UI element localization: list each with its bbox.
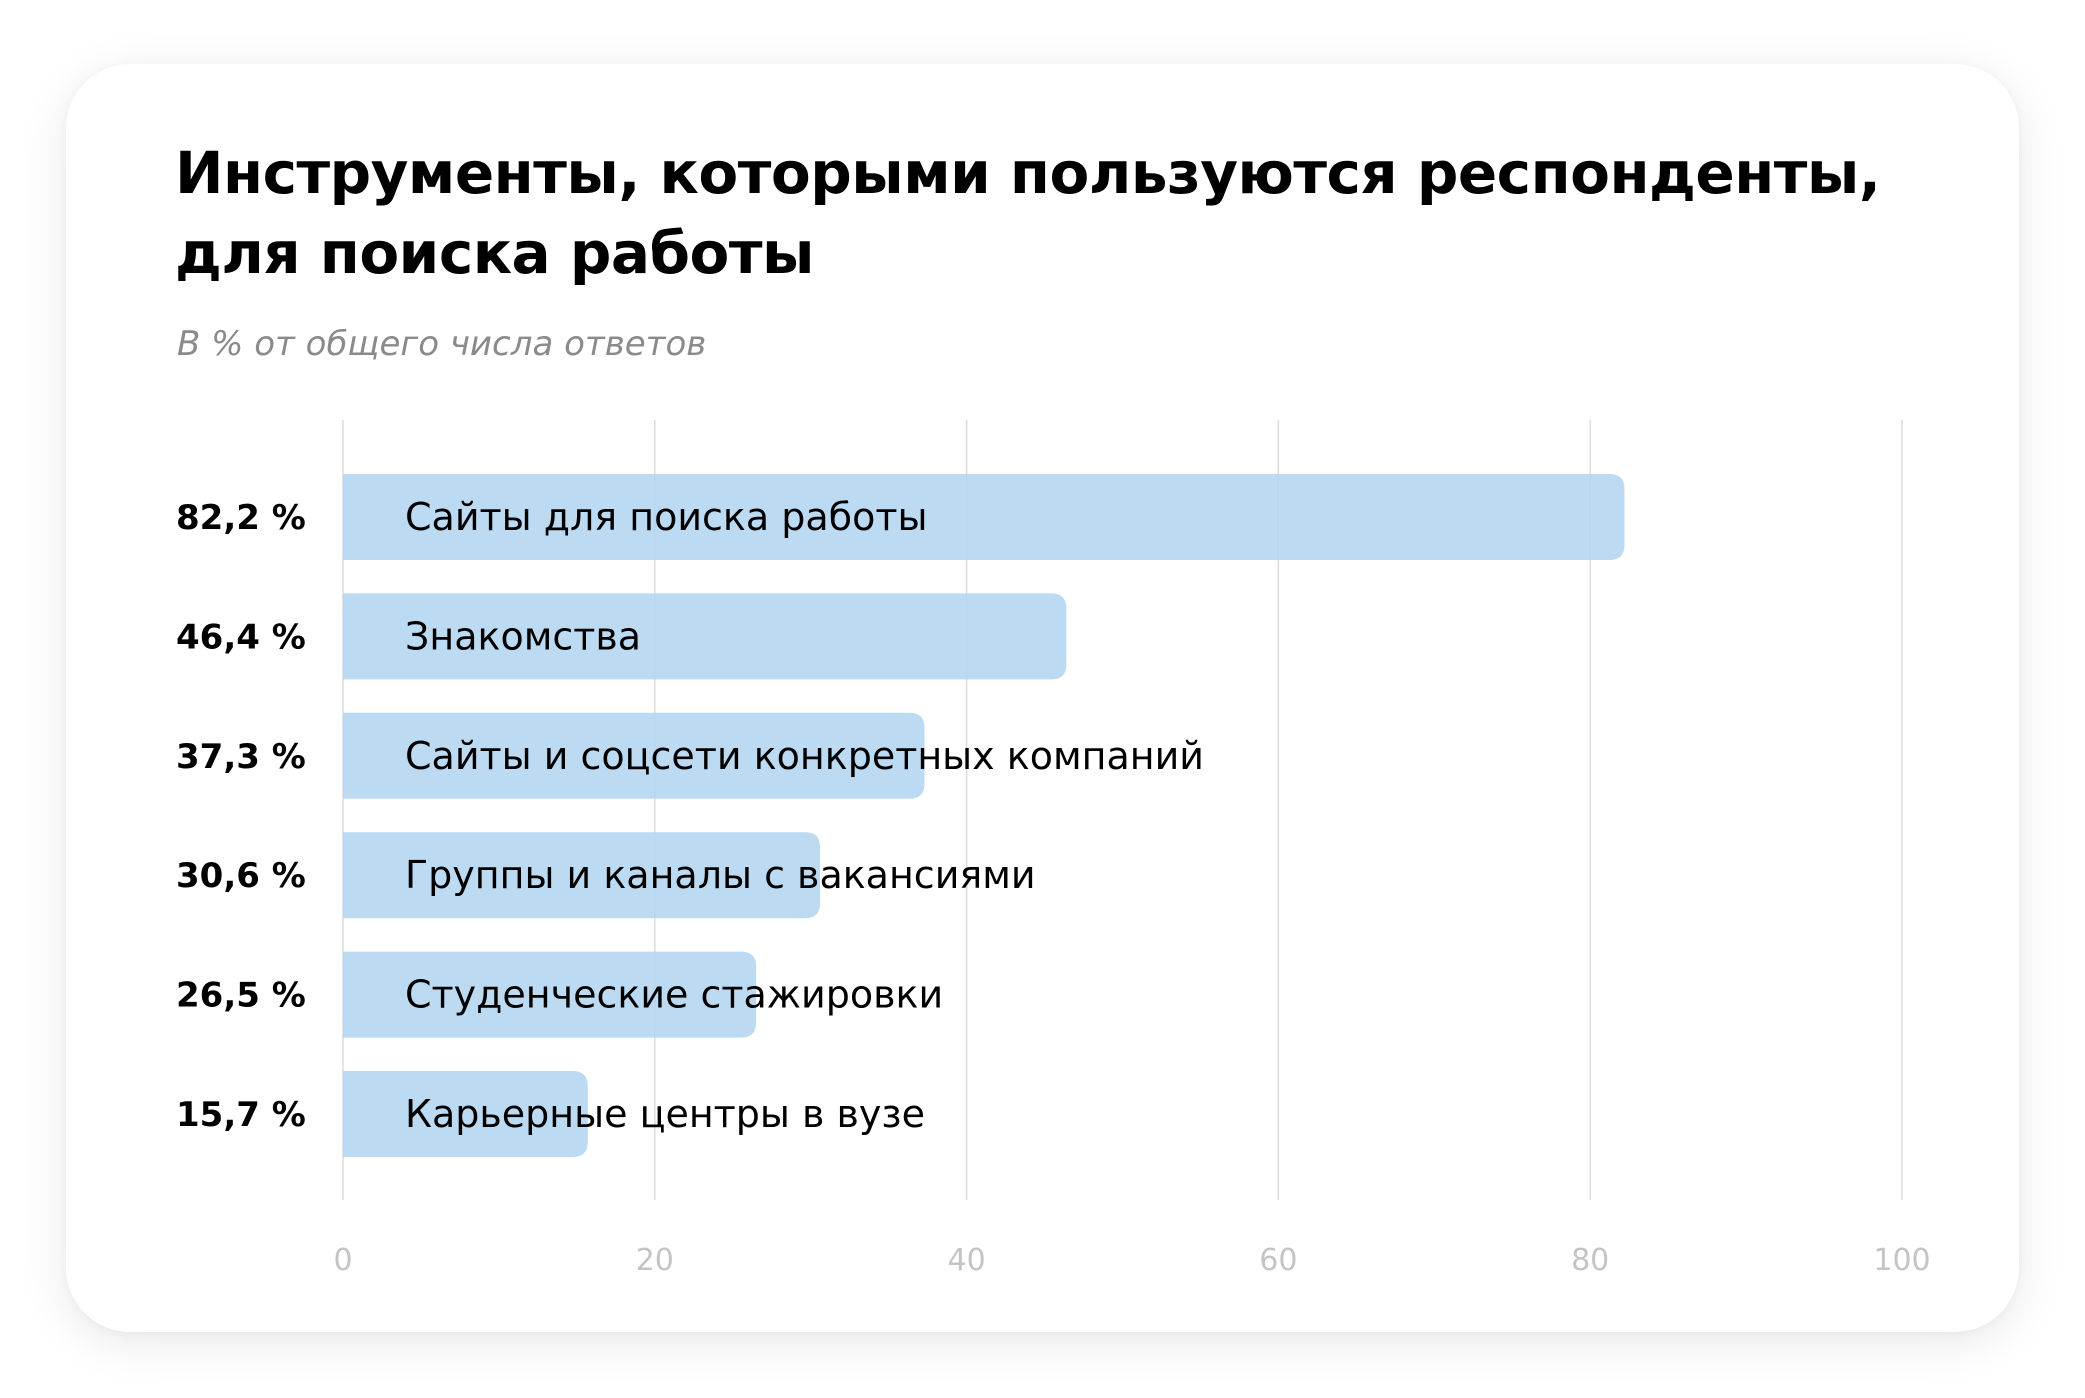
bar xyxy=(343,712,925,799)
chart-subtitle: В % от общего числа ответов xyxy=(177,324,707,364)
x-tick-label: 80 xyxy=(1571,1243,1609,1278)
bar xyxy=(343,951,757,1038)
bar xyxy=(343,832,821,919)
value-labels: 82,2 % 46,4 % 37,3 % 30,6 % 26,5 % 15,7 % xyxy=(176,498,306,1135)
x-tick-label: 60 xyxy=(1259,1243,1297,1278)
category-label: Группы и каналы с вакансиями xyxy=(405,853,1036,897)
value-label: 15,7 % xyxy=(176,1095,306,1135)
category-label: Сайты и соцсети конкретных компаний xyxy=(405,734,1204,778)
value-label: 46,4 % xyxy=(176,617,306,657)
category-labels: Сайты для поиска работы Знакомства Сайты и… xyxy=(405,495,1204,1136)
x-tick-label: 0 xyxy=(333,1243,352,1278)
bar xyxy=(343,474,1625,560)
x-tick-label: 20 xyxy=(636,1243,674,1278)
value-label: 37,3 % xyxy=(176,737,306,777)
category-label: Сайты для поиска работы xyxy=(405,495,927,539)
category-label: Студенческие стажировки xyxy=(405,973,943,1017)
value-label: 26,5 % xyxy=(176,976,306,1016)
x-axis-ticks: 0 20 40 60 80 100 xyxy=(333,1243,1930,1278)
x-tick-label: 40 xyxy=(948,1243,986,1278)
bars xyxy=(343,474,1625,1157)
x-tick-label: 100 xyxy=(1873,1243,1930,1278)
bar xyxy=(343,1071,588,1157)
category-label: Знакомства xyxy=(405,614,641,658)
value-label: 30,6 % xyxy=(176,856,306,896)
bar xyxy=(343,593,1067,680)
value-label: 82,2 % xyxy=(176,498,306,538)
category-label: Карьерные центры в вузе xyxy=(405,1092,925,1136)
chart-title: Инструменты, которыми пользуются респонд… xyxy=(175,139,1881,287)
